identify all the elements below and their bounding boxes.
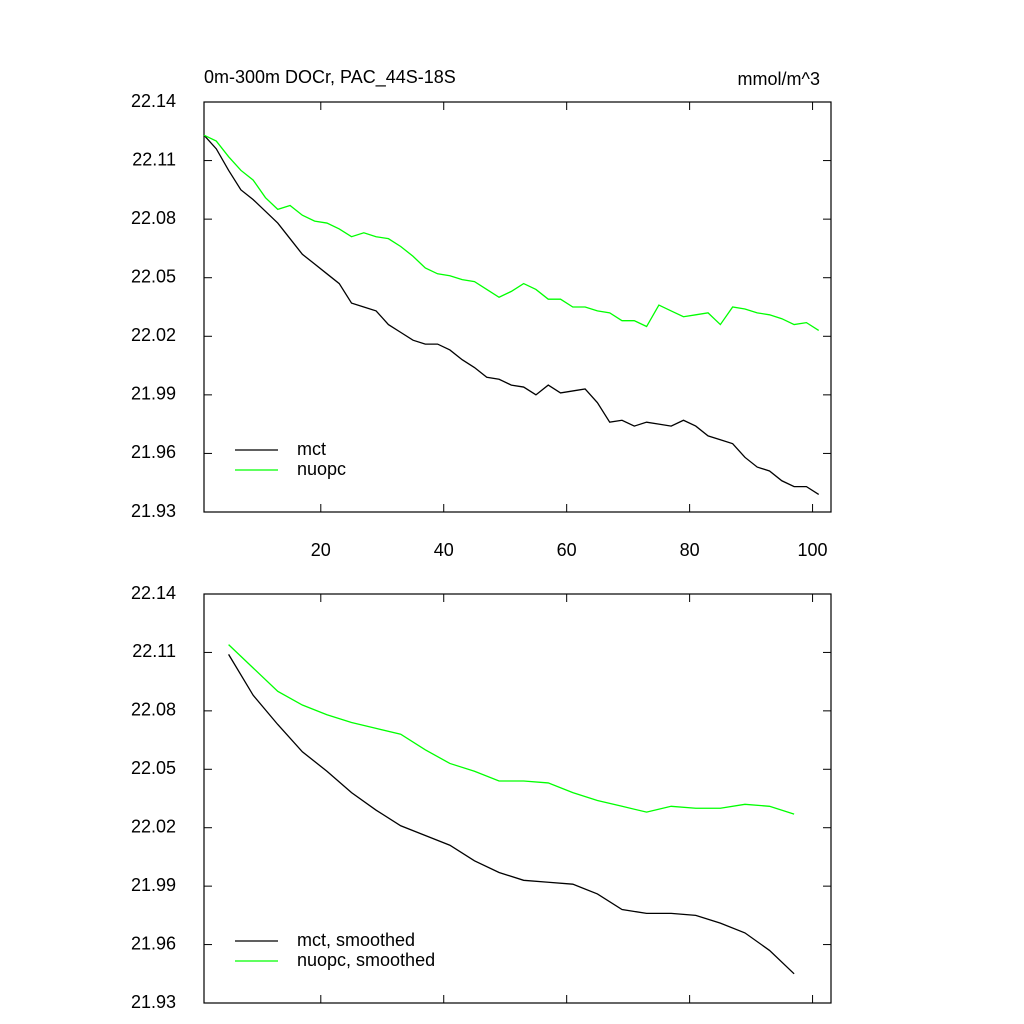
y-tick-label: 22.14 [131,91,176,111]
y-tick-label: 21.93 [131,501,176,521]
y-tick-label: 22.05 [131,266,176,286]
y-tick-label: 22.02 [131,325,176,345]
x-tick-label: 60 [557,540,577,560]
units-label: mmol/m^3 [738,69,820,89]
y-tick-label: 22.05 [131,758,176,778]
y-tick-label: 21.96 [131,442,176,462]
x-tick-label: 20 [311,540,331,560]
y-tick-label: 22.02 [131,816,176,836]
plot-frame [203,101,832,513]
legend-label: nuopc [297,459,346,479]
y-tick-label: 21.99 [131,875,176,895]
series-line [228,644,795,815]
y-tick-label: 22.11 [132,149,176,169]
x-tick-label: 40 [434,540,454,560]
series-line [203,134,820,331]
legend-label: mct [297,439,326,459]
y-tick-label: 22.11 [132,641,176,661]
y-tick-label: 21.99 [131,384,176,404]
series-line [228,654,795,975]
series-line [203,134,820,495]
x-tick-label: 100 [798,540,828,560]
plot-frame [203,593,832,1004]
x-tick-label: 80 [680,540,700,560]
y-tick-label: 21.96 [131,933,176,953]
y-tick-label: 22.08 [131,208,176,228]
y-tick-label: 22.08 [131,700,176,720]
chart-title: 0m-300m DOCr, PAC_44S-18S [204,67,456,88]
legend-label: nuopc, smoothed [297,950,435,970]
y-tick-label: 22.14 [131,583,176,603]
y-tick-label: 21.93 [131,992,176,1012]
legend-label: mct, smoothed [297,930,415,950]
